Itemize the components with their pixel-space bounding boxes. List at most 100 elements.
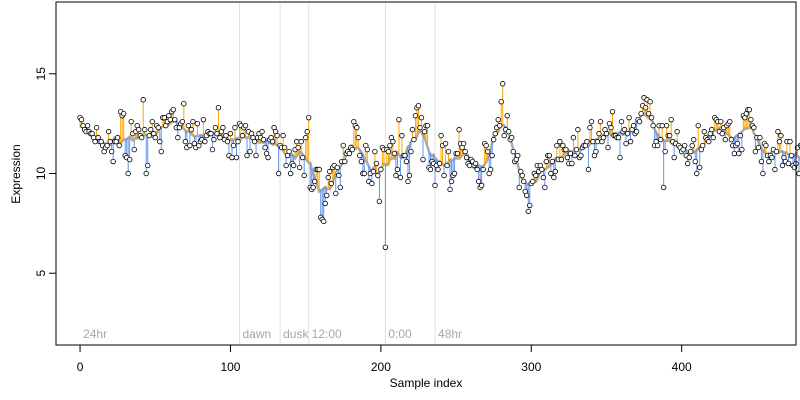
data-point — [524, 192, 530, 199]
data-point — [179, 118, 186, 125]
data-point — [110, 158, 116, 165]
data-point — [722, 136, 729, 143]
data-point — [181, 101, 187, 107]
data-point — [487, 166, 494, 173]
data-point — [674, 128, 680, 135]
data-point — [232, 124, 238, 131]
data-point — [478, 182, 485, 189]
data-point — [125, 170, 131, 177]
data-point — [148, 126, 154, 133]
phase-label: 48hr — [438, 327, 462, 341]
y-axis: 5 10 15 — [34, 67, 57, 277]
data-point — [769, 154, 775, 161]
data-point — [681, 142, 688, 149]
data-point — [188, 126, 195, 133]
data-point — [310, 184, 316, 191]
data-point — [552, 168, 559, 175]
data-point — [421, 128, 428, 135]
data-point — [145, 162, 151, 169]
data-point — [624, 130, 631, 137]
data-point — [484, 148, 491, 155]
data-point — [143, 170, 149, 177]
data-point — [627, 138, 634, 145]
data-point — [609, 108, 616, 115]
data-point — [475, 178, 482, 185]
data-point — [283, 162, 289, 169]
data-point — [596, 130, 602, 137]
data-point — [209, 146, 216, 153]
data-point — [387, 142, 393, 149]
data-point — [403, 158, 410, 165]
data-point — [530, 178, 536, 185]
data-point — [155, 124, 161, 131]
data-point — [558, 156, 565, 163]
data-point — [235, 138, 241, 145]
data-point — [242, 122, 249, 129]
data-point — [463, 154, 470, 161]
data-point — [375, 172, 381, 179]
data-point — [187, 142, 193, 149]
plot-frame — [55, 1, 797, 346]
data-point — [357, 152, 363, 159]
data-point — [304, 128, 310, 135]
data-point — [105, 128, 112, 135]
data-point — [265, 154, 271, 161]
data-point — [533, 172, 539, 179]
data-point — [251, 138, 258, 145]
data-point — [175, 134, 181, 141]
data-point — [427, 166, 434, 173]
data-point — [657, 136, 664, 143]
x-tick-label: 300 — [521, 360, 541, 374]
data-point — [500, 81, 506, 87]
data-point — [645, 110, 652, 117]
data-point — [146, 132, 152, 139]
data-point — [280, 132, 286, 139]
data-point — [719, 130, 726, 137]
x-axis-label: Sample index — [390, 376, 463, 390]
data-point — [334, 164, 340, 171]
data-point — [727, 118, 733, 125]
data-point — [107, 138, 113, 145]
data-point — [567, 150, 574, 157]
y-tick-label: 10 — [34, 167, 48, 181]
data-point — [311, 178, 318, 185]
data-point — [327, 168, 333, 175]
data-point — [227, 130, 234, 137]
data-point — [557, 138, 563, 145]
data-point — [647, 99, 653, 105]
data-point — [492, 130, 498, 137]
data-point — [337, 184, 343, 191]
phase-labels: 24hr dawn dusk 12:00 0:00 48hr — [83, 327, 462, 341]
data-point — [563, 146, 569, 153]
data-point — [214, 130, 220, 137]
data-point — [572, 152, 578, 159]
data-point — [259, 128, 265, 135]
phase-label: 24hr — [83, 327, 107, 341]
data-point — [373, 160, 380, 167]
data-point — [286, 148, 292, 155]
data-point — [666, 132, 673, 139]
data-point — [454, 150, 461, 157]
data-point — [293, 138, 300, 145]
data-point — [108, 148, 115, 155]
data-point — [776, 138, 783, 145]
data-point — [766, 158, 772, 165]
data-point — [584, 138, 590, 145]
y-tick-label: 15 — [34, 67, 48, 81]
data-point — [752, 148, 759, 155]
data-point — [466, 162, 473, 169]
data-point — [274, 132, 280, 139]
data-point — [763, 142, 769, 149]
x-tick-label: 400 — [672, 360, 692, 374]
data-point — [424, 122, 431, 129]
data-point — [539, 166, 545, 173]
data-point — [728, 136, 735, 143]
data-point — [691, 136, 697, 143]
data-point — [336, 172, 342, 179]
data-point — [92, 138, 98, 145]
data-point — [364, 146, 371, 153]
data-point — [142, 126, 148, 133]
data-point — [385, 148, 392, 155]
data-point — [396, 116, 402, 123]
